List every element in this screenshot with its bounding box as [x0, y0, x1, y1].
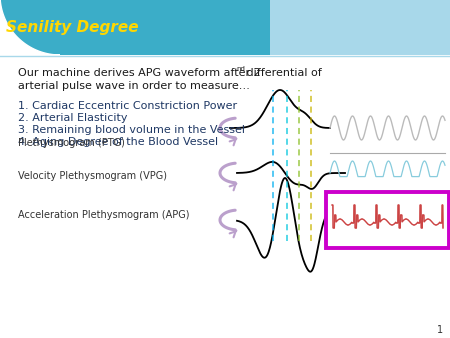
Text: Velocity Plethysmogram (VPG): Velocity Plethysmogram (VPG) [18, 171, 167, 181]
Text: differential of: differential of [243, 68, 322, 78]
Bar [270, 0, 450, 55]
Text: 3. Remaining blood volume in the Vessel: 3. Remaining blood volume in the Vessel [18, 125, 245, 135]
Text: 4. Aging Degree of the Blood Vessel: 4. Aging Degree of the Blood Vessel [18, 137, 218, 147]
Text: nd: nd [236, 66, 245, 72]
Polygon shape [0, 0, 60, 55]
Text: 2. Arterial Elasticity: 2. Arterial Elasticity [18, 113, 127, 123]
Text: 1: 1 [437, 325, 443, 335]
Text: arterial pulse wave in order to measure…: arterial pulse wave in order to measure… [18, 81, 250, 91]
Text: 1. Cardiac Eccentric Constriction Power: 1. Cardiac Eccentric Constriction Power [18, 101, 237, 111]
Bar [0, 0, 270, 55]
Text: Our machine derives APG waveform after 2: Our machine derives APG waveform after 2 [18, 68, 261, 78]
Bar [326, 192, 449, 248]
Text: Senility Degree: Senility Degree [6, 20, 139, 35]
Text: Plethysmogram (PTG): Plethysmogram (PTG) [18, 138, 125, 148]
Text: Acceleration Plethysmogram (APG): Acceleration Plethysmogram (APG) [18, 210, 189, 220]
